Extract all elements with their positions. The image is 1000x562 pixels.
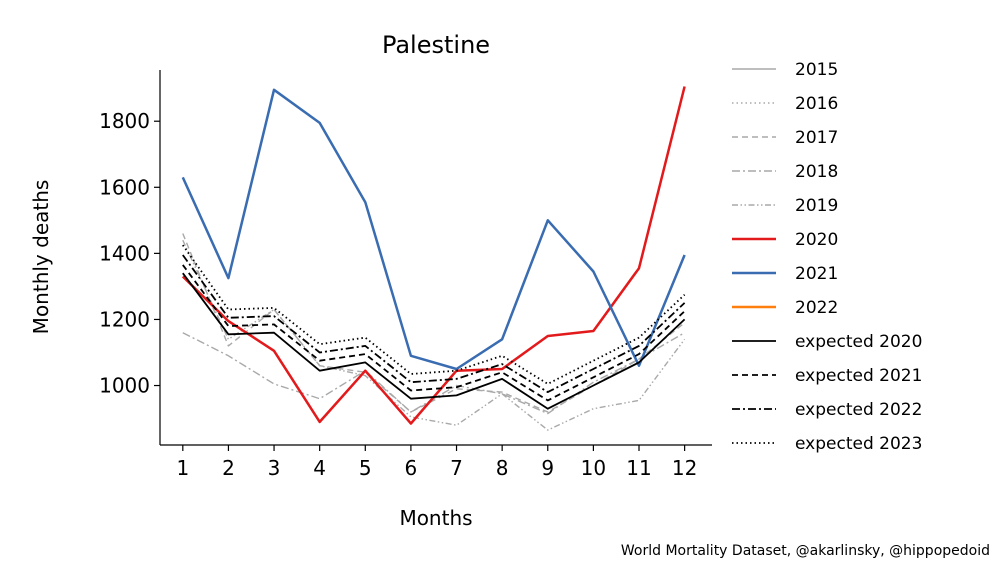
plot-lines bbox=[181, 86, 686, 431]
x-tick-label: 2 bbox=[222, 456, 235, 480]
x-tick-label: 5 bbox=[359, 456, 372, 480]
legend: 2015 2016 2017 2018 2019 2020 2021 2022 expected… bbox=[732, 60, 922, 454]
x-tick-label: 6 bbox=[405, 456, 418, 480]
series-line-2020 bbox=[181, 86, 686, 425]
x-tick-label: 9 bbox=[541, 456, 554, 480]
x-tick-label: 8 bbox=[496, 456, 509, 480]
x-axis-label: Months bbox=[399, 506, 472, 530]
source-note: World Mortality Dataset, @akarlinsky, @h… bbox=[621, 543, 990, 559]
series-line-expected-2021 bbox=[182, 264, 686, 402]
y-tick-label: 1000 bbox=[99, 374, 150, 398]
legend-label: expected 2022 bbox=[795, 400, 922, 420]
legend-label: expected 2020 bbox=[795, 332, 922, 352]
legend-label: expected 2021 bbox=[795, 366, 922, 386]
series-line-2017 bbox=[182, 233, 686, 413]
y-tick-label: 1600 bbox=[99, 175, 150, 199]
y-tick-label: 1400 bbox=[99, 241, 150, 265]
series-line-2021 bbox=[181, 88, 686, 371]
x-tick-label: 10 bbox=[581, 456, 606, 480]
y-tick-label: 1200 bbox=[99, 307, 150, 331]
legend-label: 2015 bbox=[795, 60, 838, 80]
x-tick-label: 11 bbox=[626, 456, 651, 480]
series-line-expected-2022 bbox=[182, 254, 686, 394]
series-line-expected-2020 bbox=[182, 272, 686, 410]
legend-label: 2016 bbox=[795, 94, 838, 114]
x-tick-label: 1 bbox=[176, 456, 189, 480]
legend-label: 2022 bbox=[795, 298, 838, 318]
x-tick-label: 12 bbox=[672, 456, 697, 480]
x-axis: 1 2 3 4 5 6 7 8 9 10 11 12 bbox=[160, 444, 712, 480]
legend-label: expected 2023 bbox=[795, 434, 922, 454]
y-tick-label: 1800 bbox=[99, 109, 150, 133]
series-line-2018 bbox=[182, 332, 685, 415]
x-tick-label: 3 bbox=[268, 456, 281, 480]
legend-label: 2017 bbox=[795, 128, 838, 148]
legend-label: 2021 bbox=[795, 264, 838, 284]
legend-label: 2020 bbox=[795, 230, 838, 250]
x-tick-label: 7 bbox=[450, 456, 463, 480]
chart-title: Palestine bbox=[382, 31, 490, 59]
y-axis: 1000 1200 1400 1600 1800 bbox=[99, 70, 161, 445]
x-tick-label: 4 bbox=[313, 456, 326, 480]
y-axis-label: Monthly deaths bbox=[29, 180, 53, 335]
series-line-2019 bbox=[182, 239, 686, 431]
legend-label: 2019 bbox=[795, 196, 838, 216]
legend-label: 2018 bbox=[795, 162, 838, 182]
